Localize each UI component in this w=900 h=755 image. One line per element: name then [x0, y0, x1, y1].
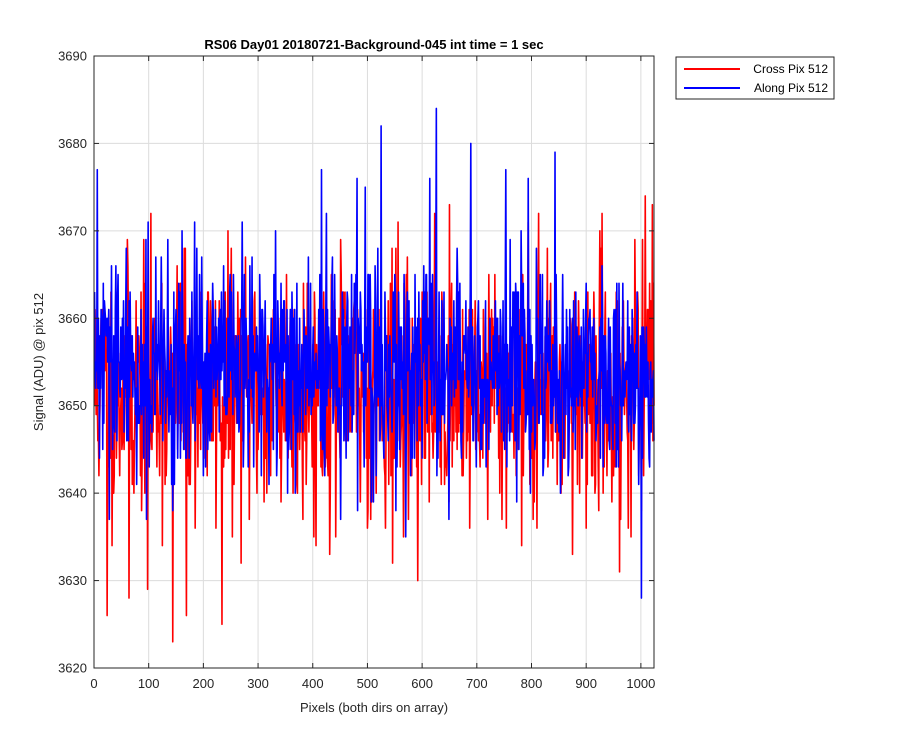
x-axis-label: Pixels (both dirs on array)	[300, 700, 448, 715]
y-tick-label: 3620	[58, 661, 87, 676]
x-tick-label: 500	[357, 676, 379, 691]
legend-box	[675, 56, 835, 100]
x-axis: 0 100 200 300 400 500 600 700 800 900 1000	[90, 56, 655, 691]
x-tick-label: 100	[138, 676, 160, 691]
y-tick-label: 3650	[58, 398, 87, 413]
x-tick-label: 0	[90, 676, 97, 691]
x-tick-label: 600	[411, 676, 433, 691]
y-tick-label: 3670	[58, 223, 87, 238]
y-tick-label: 3630	[58, 573, 87, 588]
x-tick-label: 300	[247, 676, 269, 691]
x-tick-label: 200	[193, 676, 215, 691]
legend: Cross Pix 512 Along Pix 512	[675, 56, 835, 100]
y-axis-label: Signal (ADU) @ pix 512	[31, 293, 46, 431]
y-tick-label: 3680	[58, 136, 87, 151]
y-tick-label: 3660	[58, 311, 87, 326]
y-tick-label: 3690	[58, 49, 87, 64]
legend-label-cross: Cross Pix 512	[753, 62, 828, 76]
x-tick-label: 900	[575, 676, 597, 691]
series-line-along-pix-512	[93, 107, 655, 599]
chart-title: RS06 Day01 20180721-Background-045 int t…	[204, 37, 543, 52]
x-tick-label: 700	[466, 676, 488, 691]
x-tick-label: 400	[302, 676, 324, 691]
x-tick-label: 800	[521, 676, 543, 691]
x-tick-label: 1000	[626, 676, 655, 691]
legend-label-along: Along Pix 512	[754, 81, 828, 95]
plot-frame	[93, 55, 655, 669]
series-layer	[93, 107, 655, 643]
y-tick-label: 3640	[58, 486, 87, 501]
y-axis: 3620 3630 3640 3650 3660 3670 3680 3690	[58, 49, 654, 676]
